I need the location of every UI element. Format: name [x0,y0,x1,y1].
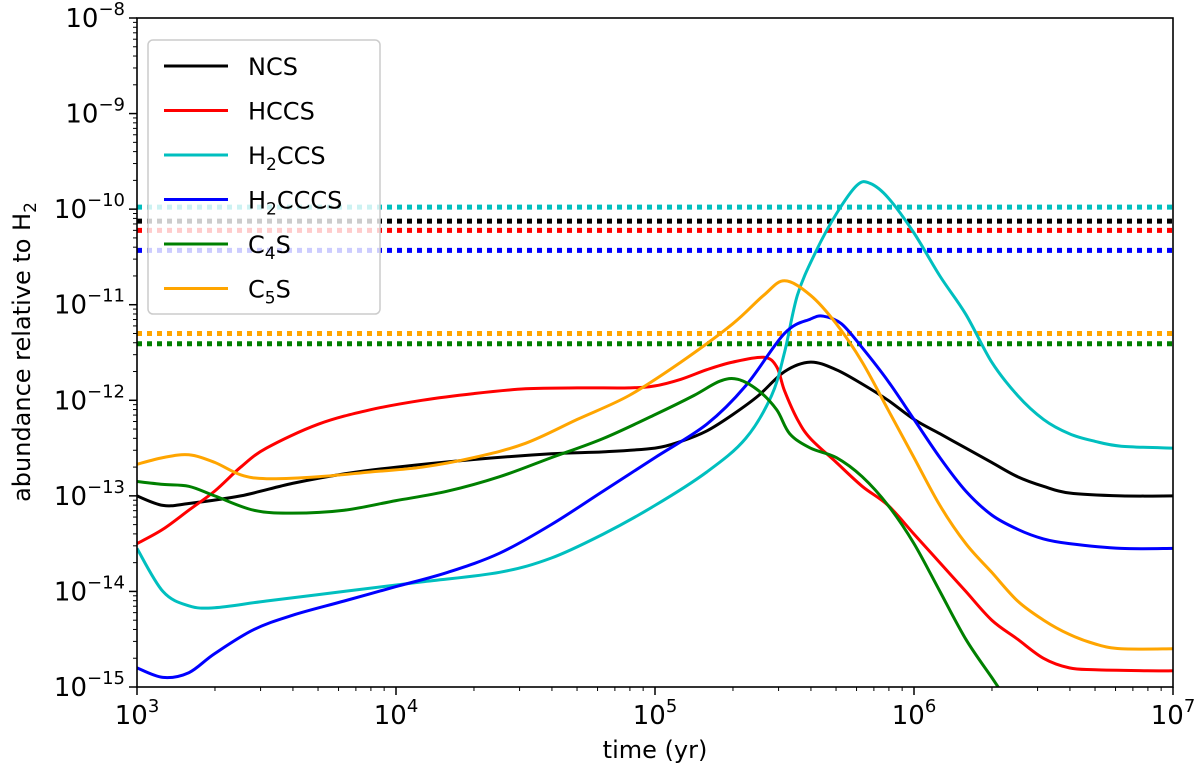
tick-layer: 103 104 105 106 107 10−15 10−14 10−13 10−12 10−11… [54,0,1195,731]
x-tick-label: 105 [633,696,678,731]
x-tick-label: 107 [1151,696,1196,731]
y-tick-label: 10−11 [54,286,125,321]
y-tick-label: 10−10 [54,190,125,225]
series-line-c5s [137,279,1173,651]
y-tick-label: 10−9 [65,95,125,130]
y-axis-label: abundance relative to H2 [8,202,41,502]
legend-label-h2ccs: H2CCS [248,142,326,175]
y-tick-label: 10−13 [54,477,125,512]
legend-label-c4s: C4S [248,231,291,264]
legend-label-ncs: NCS [248,53,298,81]
series-line-c4s [137,376,1000,687]
y-tick-label: 10−8 [65,0,125,34]
legend-label-hccs: HCCS [248,98,315,126]
series-line-h2ccs [137,180,1173,610]
y-tick-label: 10−14 [54,572,125,607]
series-line-h2cccs [137,314,1173,680]
legend-box [147,39,381,315]
legend: NCS HCCS H2CCS H2CCCS C4S C5S [147,39,381,315]
series-line-hccs [137,355,1173,673]
y-axis-label-main: abundance relative to H [8,213,36,502]
y-tick-label: 10−15 [54,668,125,703]
x-tick-label: 106 [892,696,937,731]
y-axis-label-sub: 2 [21,202,41,213]
x-tick-label: 103 [115,696,160,731]
x-tick-label: 104 [374,696,419,731]
legend-label-h2cccs: H2CCCS [248,187,342,220]
x-axis-label: time (yr) [603,736,708,764]
y-tick-label: 10−12 [54,381,125,416]
legend-label-c5s: C5S [248,276,291,309]
